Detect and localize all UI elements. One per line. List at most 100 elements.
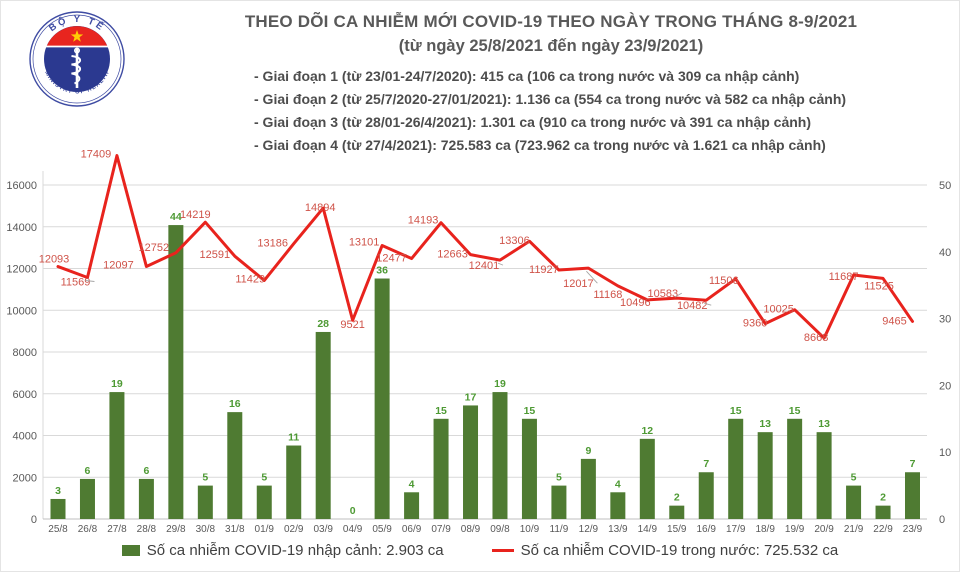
bar-label: 6	[143, 465, 149, 477]
note-line-2: - Giai đoạn 2 (từ 25/7/2020-27/01/2021):…	[254, 91, 847, 107]
x-tick-label: 14/9	[638, 524, 658, 535]
line-point-label: 13101	[349, 237, 380, 249]
line-point-label: 12477	[376, 253, 407, 265]
y-tick-label-right: 40	[939, 247, 951, 259]
line-point-label: 11569	[61, 276, 91, 288]
y-tick-label-left: 8000	[13, 347, 37, 359]
line-point-label: 14219	[180, 209, 211, 221]
bar-label: 19	[494, 378, 506, 390]
line-point-label: 9465	[882, 315, 906, 327]
bar-label: 15	[789, 405, 801, 417]
x-tick-label: 19/9	[785, 524, 805, 535]
bar	[521, 418, 537, 519]
chart-legend: Số ca nhiễm COVID-19 nhập cảnh: 2.903 ca…	[1, 542, 959, 559]
legend-item-domestic: Số ca nhiễm COVID-19 trong nước: 725.532…	[491, 542, 839, 559]
bar-label: 5	[851, 472, 857, 484]
bar-label: 28	[317, 318, 329, 330]
line-point-label: 10496	[620, 297, 651, 309]
line-point-label: 10025	[763, 304, 794, 316]
bar-label: 2	[674, 492, 680, 504]
bar-swatch-icon	[121, 545, 140, 556]
star-icon	[70, 30, 84, 42]
line-point-label: 11525	[864, 280, 894, 292]
x-tick-label: 31/8	[225, 524, 245, 535]
bar	[669, 505, 685, 519]
bar-label: 7	[910, 458, 916, 470]
legend-imported-label: Số ca nhiễm COVID-19 nhập cảnh: 2.903 ca	[146, 542, 444, 559]
bar	[492, 392, 508, 519]
page-subtitle: (từ ngày 25/8/2021 đến ngày 23/9/2021)	[398, 37, 704, 55]
bar	[846, 485, 862, 519]
y-tick-label-right: 50	[939, 180, 951, 192]
x-tick-label: 21/9	[844, 524, 864, 535]
x-tick-label: 06/9	[402, 524, 422, 535]
phase-notes: - Giai đoạn 1 (từ 23/01-24/7/2020): 415 …	[254, 65, 846, 157]
x-tick-label: 20/9	[814, 524, 834, 535]
line-point-label: 10482	[677, 300, 708, 312]
bar	[875, 505, 891, 519]
x-tick-label: 30/8	[196, 524, 216, 535]
x-tick-label: 11/9	[550, 524, 569, 535]
x-tick-label: 27/8	[107, 524, 127, 535]
bar-label: 17	[465, 391, 477, 403]
x-tick-label: 05/9	[372, 524, 392, 535]
bar-label: 9	[585, 445, 591, 457]
x-tick-label: 18/9	[755, 524, 775, 535]
leader-line	[704, 302, 712, 306]
line-point-label: 12401	[469, 260, 500, 272]
bar-label: 13	[759, 418, 771, 430]
y-tick-label-right: 10	[939, 447, 951, 459]
x-tick-label: 09/8	[490, 524, 510, 535]
bar-label: 5	[556, 472, 562, 484]
x-tick-label: 29/8	[166, 524, 186, 535]
y-tick-label-left: 4000	[13, 431, 37, 443]
line-point-label: 11168	[593, 289, 622, 301]
bar-label: 3	[55, 485, 61, 497]
bar	[315, 331, 331, 519]
x-tick-label: 22/9	[873, 524, 893, 535]
line-point-label: 11429	[235, 273, 265, 285]
bar	[227, 412, 243, 519]
bar-label: 44	[170, 211, 182, 223]
bar-label: 15	[524, 405, 536, 417]
bar-label: 2	[880, 492, 886, 504]
caduceus-icon	[71, 47, 82, 88]
line-point-label: 13186	[257, 238, 288, 250]
logo-inner-ring	[32, 14, 122, 104]
bar	[197, 485, 213, 519]
line-point-label: 12017	[563, 278, 594, 290]
bar-label: 36	[376, 265, 388, 277]
x-tick-label: 23/9	[903, 524, 923, 535]
bar-label: 7	[703, 458, 709, 470]
line-point-label: 12752	[139, 242, 170, 254]
bar	[168, 225, 184, 519]
line-point-label: 12663	[437, 249, 468, 261]
line-point-label: 12591	[199, 249, 230, 261]
line-point-label: 11506	[709, 275, 739, 287]
leader-line	[85, 280, 95, 282]
line-point-label: 17409	[81, 149, 112, 161]
covid-combo-chart: 0 2000 4000 6000 8000 10000 12000 14000 16000 0 10…	[6, 149, 951, 535]
bar-label: 16	[229, 398, 241, 410]
y-tick-label-left: 10000	[6, 305, 37, 317]
x-tick-label: 10/9	[520, 524, 540, 535]
line-point-label: 9521	[340, 319, 364, 331]
bar	[551, 485, 567, 519]
legend-domestic-label: Số ca nhiễm COVID-19 trong nước: 725.532…	[520, 542, 839, 559]
bar	[580, 458, 596, 519]
bar-label: 5	[261, 472, 267, 484]
x-tick-label: 15/9	[667, 524, 687, 535]
bar-label: 13	[818, 418, 830, 430]
bar-label: 6	[85, 465, 91, 477]
y-tick-label-left: 6000	[13, 389, 37, 401]
y-tick-label-left: 16000	[6, 180, 37, 192]
bar	[757, 432, 773, 519]
bar-label: 15	[730, 405, 742, 417]
bar	[138, 478, 154, 519]
x-tick-label: 03/9	[313, 524, 333, 535]
bar-label: 4	[615, 478, 621, 490]
bar	[728, 418, 744, 519]
x-tick-label: 13/9	[608, 524, 628, 535]
line-point-label: 10583	[647, 288, 678, 300]
